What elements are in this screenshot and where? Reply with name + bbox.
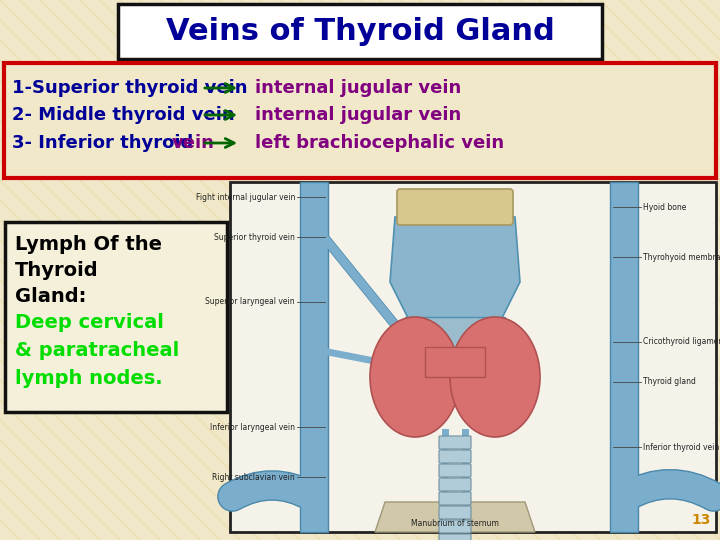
Text: 2- Middle thyroid vein: 2- Middle thyroid vein	[12, 106, 235, 124]
Text: internal jugular vein: internal jugular vein	[255, 106, 462, 124]
FancyBboxPatch shape	[439, 492, 471, 505]
Text: Cricothyroid ligament: Cricothyroid ligament	[643, 338, 720, 347]
FancyBboxPatch shape	[439, 520, 471, 533]
Text: left brachiocephalic vein: left brachiocephalic vein	[255, 134, 504, 152]
FancyArrowPatch shape	[626, 484, 714, 497]
Text: 3- Inferior thyroid: 3- Inferior thyroid	[12, 134, 199, 152]
FancyBboxPatch shape	[439, 478, 471, 491]
Text: 13: 13	[692, 513, 711, 527]
Text: Thyrohyoid membrane: Thyrohyoid membrane	[643, 253, 720, 261]
FancyBboxPatch shape	[439, 436, 471, 449]
Ellipse shape	[370, 317, 460, 437]
Text: vein: vein	[172, 134, 215, 152]
FancyBboxPatch shape	[439, 464, 471, 477]
Bar	[230, 182, 716, 532]
Text: Superior thyroid vein: Superior thyroid vein	[214, 233, 295, 241]
Text: Hyoid bone: Hyoid bone	[643, 202, 686, 212]
FancyBboxPatch shape	[439, 534, 471, 540]
Text: Right subclavian vein: Right subclavian vein	[212, 472, 295, 482]
FancyBboxPatch shape	[439, 506, 471, 519]
Text: internal jugular vein: internal jugular vein	[255, 79, 462, 97]
Text: Manubrium of sternum: Manubrium of sternum	[411, 519, 499, 529]
Bar	[425, 347, 485, 377]
Text: Inferior laryngeal vein: Inferior laryngeal vein	[210, 422, 295, 431]
Text: 1-Superior thyroid vein: 1-Superior thyroid vein	[12, 79, 248, 97]
FancyArrowPatch shape	[626, 484, 714, 497]
FancyArrowPatch shape	[233, 485, 312, 497]
FancyBboxPatch shape	[397, 189, 513, 225]
Text: Inferior thyroid vein: Inferior thyroid vein	[643, 442, 719, 451]
Bar	[300, 182, 328, 532]
Polygon shape	[375, 502, 535, 532]
Bar	[405, 317, 505, 352]
FancyArrowPatch shape	[233, 485, 312, 497]
Text: Veins of Thyroid Gland: Veins of Thyroid Gland	[166, 17, 554, 46]
Bar	[4, 63, 716, 178]
Text: Gland:: Gland:	[15, 287, 86, 306]
Text: Fight internal jugular vein: Fight internal jugular vein	[196, 192, 295, 201]
Text: Superior laryngeal vein: Superior laryngeal vein	[205, 298, 295, 307]
Bar	[610, 182, 638, 532]
FancyBboxPatch shape	[439, 450, 471, 463]
Ellipse shape	[450, 317, 540, 437]
Text: Lymph Of the: Lymph Of the	[15, 234, 162, 253]
Bar	[118, 4, 602, 59]
Text: Thyroid: Thyroid	[15, 260, 99, 280]
Text: & paratracheal: & paratracheal	[15, 341, 179, 360]
Text: Thyroid gland: Thyroid gland	[643, 377, 696, 387]
Text: lymph nodes.: lymph nodes.	[15, 368, 163, 388]
Text: Deep cervical: Deep cervical	[15, 313, 164, 332]
Polygon shape	[390, 217, 520, 322]
Bar	[5, 222, 227, 412]
